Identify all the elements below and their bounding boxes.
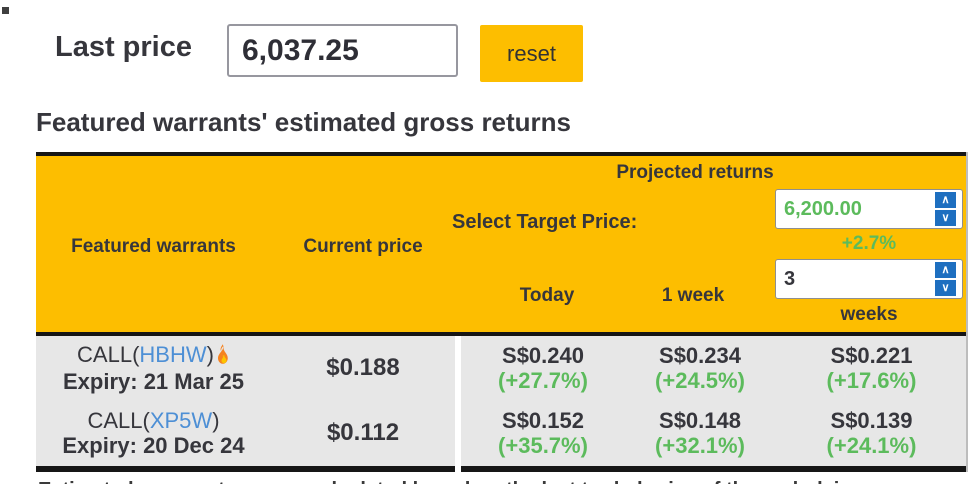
projected-price: S$0.240 xyxy=(502,342,584,368)
target-price-change-percent: +2.7% xyxy=(841,233,897,254)
warrant-expiry: Expiry: 21 Mar 25 xyxy=(63,368,244,394)
projected-return-percent: (+35.7%) xyxy=(498,432,588,458)
warrant-ticker-link[interactable]: HBHW xyxy=(139,341,207,367)
call-prefix: CALL( xyxy=(87,407,150,433)
screen-edge-artifact xyxy=(2,7,9,14)
col-header-weeks: weeks xyxy=(840,304,898,325)
today-return-cell: S$0.240 (+27.7%) xyxy=(461,336,625,401)
cropped-text: Estimated gross returns are calculated b… xyxy=(38,479,968,484)
1week-return-cell: S$0.148 (+32.1%) xyxy=(625,401,775,466)
warrant-name-cell: CALL(XP5W) Expiry: 20 Dec 24 xyxy=(36,401,271,466)
last-price-label: Last price xyxy=(55,31,192,63)
weeks-input[interactable] xyxy=(776,260,962,298)
table-header: Featured warrants Current price Projecte… xyxy=(36,156,968,332)
projected-price: S$0.234 xyxy=(659,342,741,368)
weeks-spinner: ∧ ∨ xyxy=(935,262,956,296)
col-header-1week: 1 week xyxy=(661,285,725,306)
target-price-input[interactable] xyxy=(776,190,962,228)
last-price-input[interactable] xyxy=(227,24,458,77)
warrant-expiry: Expiry: 20 Dec 24 xyxy=(62,432,245,458)
table-row: CALL(XP5W) Expiry: 20 Dec 24 $0.112 S$0.… xyxy=(36,401,968,466)
featured-warrants-table: Featured warrants Current price Projecte… xyxy=(36,152,968,472)
today-return-cell: S$0.152 (+35.7%) xyxy=(461,401,625,466)
bottom-border-right xyxy=(461,466,968,472)
warrant-name: CALL(XP5W) xyxy=(87,407,220,434)
warrant-name-cell: CALL(HBHW) Expiry: 21 Mar 25 xyxy=(36,336,271,401)
current-price-value: $0.112 xyxy=(326,419,400,447)
col-header-today: Today xyxy=(519,285,575,306)
col-header-featured-warrants: Featured warrants xyxy=(71,236,236,257)
header-divider xyxy=(36,332,968,336)
projected-return-percent: (+24.1%) xyxy=(826,432,917,458)
fire-icon xyxy=(215,344,230,370)
table-bottom-border xyxy=(36,466,968,472)
section-title: Featured warrants' estimated gross retur… xyxy=(36,107,572,137)
projected-price: S$0.139 xyxy=(830,407,913,433)
reset-button[interactable]: reset xyxy=(480,25,583,82)
current-price-value: $0.188 xyxy=(326,354,400,382)
nweeks-return-cell: S$0.139 (+24.1%) xyxy=(775,401,968,466)
spinner-up-icon[interactable]: ∧ xyxy=(935,262,956,278)
col-header-current-price: Current price xyxy=(303,236,423,257)
column-gap xyxy=(455,401,461,466)
projected-price: S$0.148 xyxy=(659,407,741,433)
col-header-projected-returns: Projected returns xyxy=(616,162,774,183)
call-prefix: CALL( xyxy=(77,341,140,367)
nweeks-return-cell: S$0.221 (+17.6%) xyxy=(775,336,968,401)
spinner-up-icon[interactable]: ∧ xyxy=(935,192,956,208)
call-suffix: ) xyxy=(206,341,214,367)
projected-return-percent: (+24.5%) xyxy=(655,367,745,393)
bottom-border-gap xyxy=(455,466,461,472)
call-suffix: ) xyxy=(212,407,220,433)
warrant-ticker-link[interactable]: XP5W xyxy=(149,407,213,433)
projected-return-percent: (+32.1%) xyxy=(655,432,745,458)
scrollbar-edge-line xyxy=(966,152,968,472)
column-gap xyxy=(455,336,461,401)
weeks-field: ∧ ∨ xyxy=(775,259,963,299)
1week-return-cell: S$0.234 (+24.5%) xyxy=(625,336,775,401)
spinner-down-icon[interactable]: ∨ xyxy=(935,210,956,226)
cropped-text-line: Estimated gross returns are calculated b… xyxy=(38,477,968,484)
target-price-spinner: ∧ ∨ xyxy=(935,192,956,226)
table-top-border xyxy=(36,152,968,156)
select-target-price-label: Select Target Price: xyxy=(452,211,638,233)
warrant-name: CALL(HBHW) xyxy=(77,341,230,370)
projected-price: S$0.221 xyxy=(830,342,913,368)
table-row: CALL(HBHW) Expiry: 21 Mar 25 $0.188 S$0.… xyxy=(36,336,968,401)
current-price-cell: $0.188 xyxy=(271,336,455,401)
spinner-down-icon[interactable]: ∨ xyxy=(935,280,956,296)
bottom-border-left xyxy=(36,466,455,472)
projected-price: S$0.152 xyxy=(502,407,584,433)
projected-return-percent: (+17.6%) xyxy=(826,367,917,393)
current-price-cell: $0.112 xyxy=(271,401,455,466)
projected-return-percent: (+27.7%) xyxy=(498,367,588,393)
target-price-field: ∧ ∨ xyxy=(775,189,963,229)
